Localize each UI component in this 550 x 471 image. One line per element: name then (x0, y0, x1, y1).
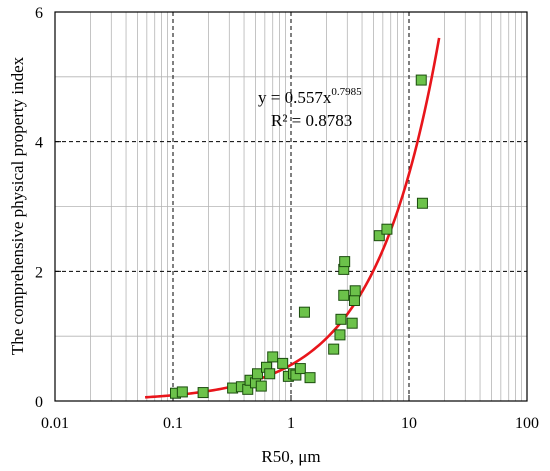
data-point (255, 380, 267, 392)
data-point (251, 368, 263, 380)
data-point (339, 256, 351, 268)
x-tick-label: 10 (401, 415, 417, 432)
x-axis-title: R50, μm (261, 447, 320, 466)
y-tick-label: 4 (35, 135, 43, 152)
data-points (170, 74, 428, 399)
data-point (335, 313, 347, 325)
y-tick-label: 2 (35, 264, 43, 281)
x-tick-label: 0.01 (41, 415, 69, 432)
data-point (346, 317, 358, 329)
fit-equation-exponent: 0.7985 (331, 86, 362, 98)
x-tick-label: 100 (515, 415, 539, 432)
data-point (176, 386, 188, 398)
y-ticks (55, 11, 61, 402)
r-squared: R² = 0.8783 (271, 111, 352, 130)
x-tick-label: 1 (287, 415, 295, 432)
fit-equation-main: y = 0.557x (258, 88, 332, 107)
y-tick-label: 0 (35, 394, 43, 411)
data-point (373, 230, 385, 242)
x-tick-label: 0.1 (163, 415, 183, 432)
data-point (416, 197, 428, 209)
y-tick-labels: 0 2 4 6 (35, 5, 43, 411)
x-tick-labels: 0.01 0.1 1 10 100 (41, 415, 539, 432)
data-point (264, 368, 276, 380)
data-point (294, 363, 306, 375)
y-tick-label: 6 (35, 5, 43, 22)
data-point (328, 343, 340, 355)
data-point (197, 387, 209, 399)
data-point (267, 351, 279, 363)
fit-equation: y = 0.557x0.7985 (258, 86, 362, 107)
data-point (304, 372, 316, 384)
data-point (381, 223, 393, 235)
data-point (277, 357, 289, 369)
data-point (338, 289, 350, 301)
y-axis-title: The comprehensive physical property inde… (8, 56, 27, 355)
minor-grid (55, 12, 527, 401)
data-point (298, 306, 310, 318)
major-grid (55, 12, 527, 401)
data-point (349, 285, 361, 297)
data-point (415, 74, 427, 86)
data-point (334, 329, 346, 341)
data-point (348, 295, 360, 307)
